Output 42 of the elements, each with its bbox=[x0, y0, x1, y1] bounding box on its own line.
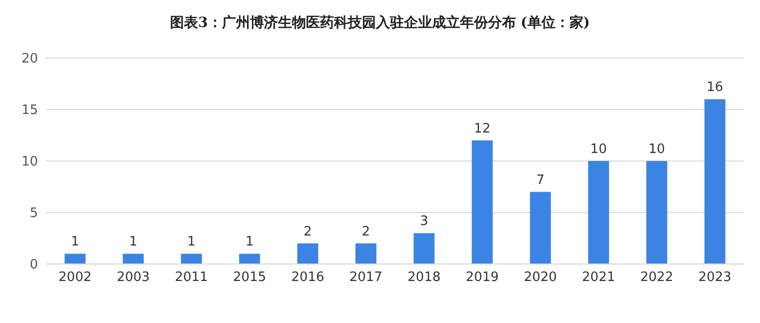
data-label: 2 bbox=[362, 224, 370, 240]
data-label: 1 bbox=[70, 234, 80, 250]
bar bbox=[530, 192, 551, 264]
bar bbox=[355, 243, 376, 264]
x-tick-label: 2023 bbox=[698, 270, 732, 286]
chart-title: 图表3：广州博济生物医药科技园入驻企业成立年份分布 (单位：家) bbox=[169, 14, 591, 33]
x-tick-label: 2016 bbox=[291, 270, 324, 286]
x-tick-label: 2017 bbox=[349, 270, 382, 286]
x-tick-label: 2019 bbox=[466, 270, 499, 286]
bar bbox=[414, 233, 435, 264]
x-tick-label: 2020 bbox=[524, 270, 557, 286]
data-label: 2 bbox=[304, 224, 312, 240]
x-tick-label: 2002 bbox=[58, 270, 92, 286]
x-tick-label: 2015 bbox=[233, 270, 266, 286]
data-label: 3 bbox=[420, 214, 428, 230]
x-tick-label: 2003 bbox=[116, 270, 150, 286]
data-label: 7 bbox=[536, 172, 545, 188]
bar bbox=[704, 99, 726, 264]
y-tick-label: 20 bbox=[21, 52, 38, 67]
y-tick-label: 10 bbox=[21, 154, 38, 170]
x-tick-label: 2011 bbox=[174, 270, 208, 286]
data-label: 12 bbox=[474, 121, 491, 136]
bar bbox=[472, 140, 493, 264]
y-tick-label: 0 bbox=[30, 258, 38, 273]
x-tick-label: 2022 bbox=[640, 270, 674, 286]
data-label: 1 bbox=[187, 234, 196, 250]
y-tick-label: 15 bbox=[21, 103, 38, 118]
data-label: 10 bbox=[590, 142, 607, 157]
bar bbox=[122, 254, 144, 264]
x-tick-label: 2018 bbox=[408, 270, 441, 286]
bar bbox=[180, 254, 202, 264]
y-tick-label: 5 bbox=[30, 206, 38, 222]
data-label: 1 bbox=[129, 234, 138, 250]
data-label: 16 bbox=[706, 80, 724, 96]
bar bbox=[646, 161, 668, 264]
bar bbox=[588, 161, 610, 264]
bar bbox=[297, 243, 318, 264]
bar bbox=[239, 254, 260, 264]
data-label: 1 bbox=[245, 234, 254, 250]
x-tick-label: 2021 bbox=[582, 270, 616, 286]
data-label: 10 bbox=[648, 142, 666, 157]
bar bbox=[64, 254, 86, 264]
